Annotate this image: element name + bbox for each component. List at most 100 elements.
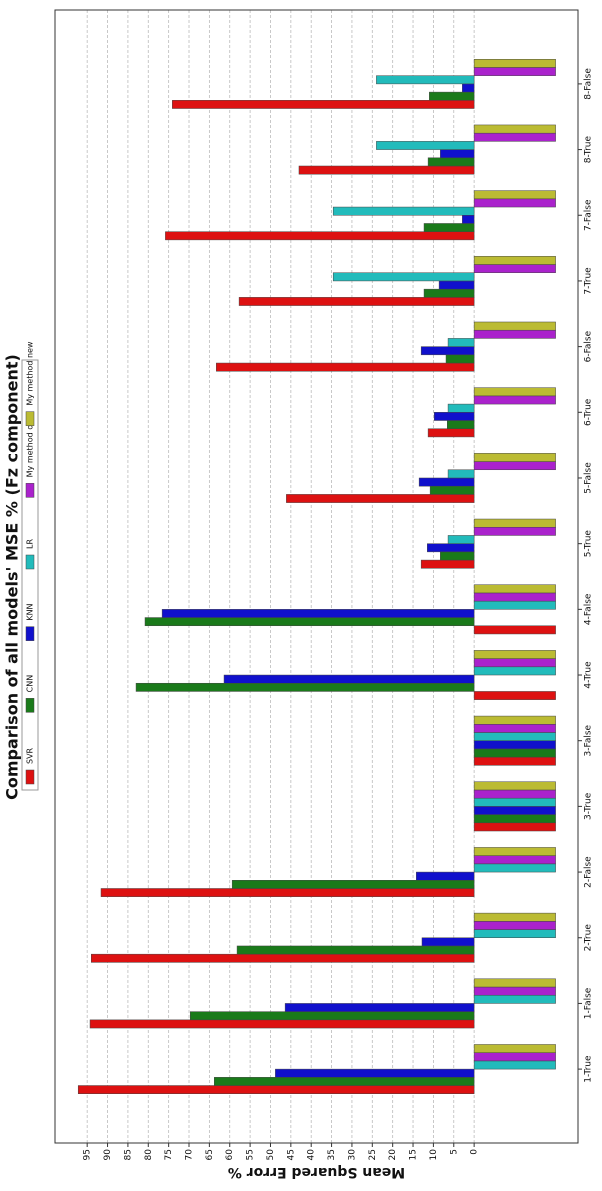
bar [473, 600, 556, 610]
bar [144, 617, 475, 627]
bar [447, 403, 475, 413]
bar [429, 485, 475, 495]
bar [473, 732, 556, 741]
bar [473, 863, 556, 873]
bar [231, 880, 475, 889]
bar [473, 1052, 556, 1062]
legend-box [21, 359, 39, 791]
x-tick-label: 1-True [584, 1055, 594, 1083]
x-tick-label: 2-False [584, 856, 594, 888]
bar [423, 223, 475, 232]
x-tick-label: 7-True [584, 267, 594, 295]
bar [473, 650, 556, 659]
bar [418, 477, 475, 487]
bar [447, 469, 475, 479]
legend-swatch [25, 554, 35, 570]
x-tick-label: 3-True [584, 792, 594, 820]
x-tick-label: 4-True [584, 661, 594, 689]
y-tick-label: 25 [368, 1149, 378, 1160]
bar [473, 797, 556, 807]
bar [473, 748, 556, 758]
y-tick-label: 85 [123, 1149, 133, 1160]
bar [135, 682, 475, 692]
bar [440, 551, 475, 561]
bar [189, 1011, 475, 1021]
bar [421, 937, 475, 947]
bar [473, 592, 556, 602]
bar [473, 190, 556, 200]
bar [447, 338, 475, 347]
y-tick-label: 10 [429, 1149, 439, 1161]
legend-label: KNN [26, 603, 35, 620]
bar [473, 666, 556, 676]
bar [416, 871, 475, 881]
bar [161, 609, 475, 618]
y-tick-label: 75 [164, 1149, 174, 1160]
bar [473, 806, 556, 815]
bar [473, 929, 556, 938]
bar [427, 157, 475, 167]
y-tick-label: 20 [388, 1149, 398, 1161]
bar [420, 346, 475, 356]
bar [473, 978, 556, 988]
bar [214, 1077, 475, 1086]
bar [165, 231, 475, 241]
bar [420, 559, 475, 569]
bar [438, 280, 475, 290]
x-tick-label: 2-True [584, 924, 594, 952]
bar [332, 206, 475, 216]
y-tick-label: 0 [470, 1149, 480, 1155]
bar [427, 543, 475, 553]
bar [447, 535, 475, 544]
bar [298, 165, 475, 175]
bar [473, 781, 556, 791]
legend-label: LR [26, 539, 35, 549]
bar [473, 1044, 556, 1053]
bar [473, 724, 556, 733]
y-tick-label: 30 [347, 1149, 357, 1161]
bar [473, 921, 556, 930]
bar [445, 354, 475, 364]
bar [473, 198, 556, 208]
bar [473, 584, 556, 594]
legend-swatch [25, 769, 35, 785]
bar [91, 953, 475, 963]
bar [440, 149, 475, 159]
bar [100, 888, 475, 897]
bar [473, 461, 556, 471]
bar [473, 329, 556, 339]
y-tick-label: 95 [83, 1149, 93, 1160]
y-tick-label: 80 [144, 1149, 154, 1161]
bar [216, 362, 475, 372]
bar [462, 83, 475, 93]
bar [473, 912, 556, 922]
y-tick-label: 65 [205, 1149, 215, 1160]
bar [473, 395, 556, 405]
y-tick-label: 35 [327, 1149, 337, 1160]
bar [473, 855, 556, 865]
x-tick-label: 5-False [584, 462, 594, 494]
bar [447, 420, 475, 429]
x-tick-label: 6-False [584, 330, 594, 362]
x-tick-label: 3-False [584, 724, 594, 756]
legend-swatch [25, 483, 35, 498]
y-tick-label: 60 [225, 1149, 235, 1161]
x-tick-label: 7-False [584, 199, 594, 231]
bar [172, 100, 475, 109]
y-tick-label: 40 [307, 1149, 317, 1161]
bar [473, 625, 556, 635]
rotated-chart: Comparison of all models' MSE % (Fz comp… [3, 9, 594, 1180]
y-tick-label: 15 [409, 1149, 419, 1160]
bar [223, 674, 475, 684]
bar [473, 321, 556, 331]
bar [473, 124, 556, 134]
bar [473, 756, 556, 766]
bar [433, 412, 475, 421]
bar [473, 67, 556, 76]
bar [473, 526, 556, 536]
bar [284, 1003, 475, 1012]
bar [376, 141, 475, 150]
y-tick-label: 55 [246, 1149, 256, 1160]
legend-swatch [25, 698, 35, 713]
